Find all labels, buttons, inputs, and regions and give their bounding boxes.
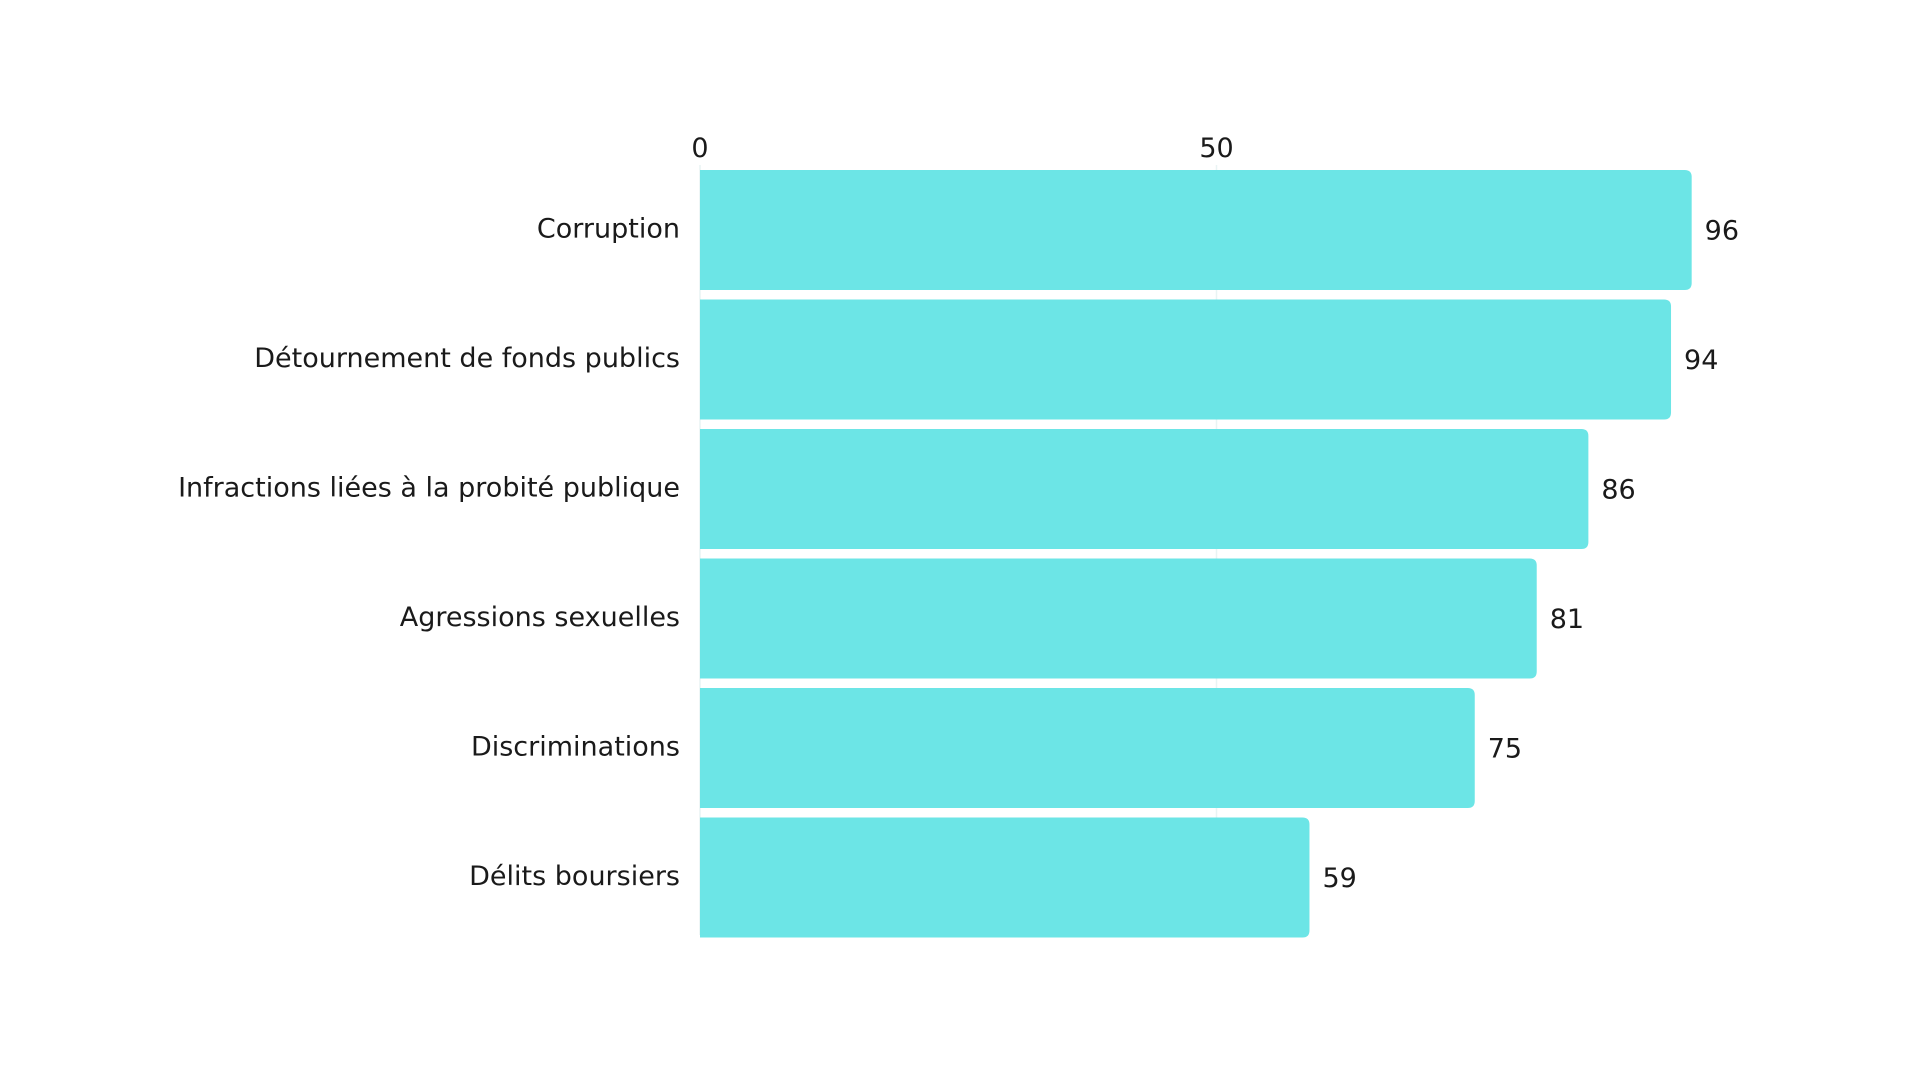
- bars-layer: [700, 170, 1692, 938]
- category-label: Discriminations: [471, 732, 680, 763]
- category-label: Corruption: [537, 214, 680, 245]
- x-axis-ticks: 0 50: [691, 133, 1233, 164]
- value-labels: 96 94 86 81 75 59: [1322, 216, 1739, 895]
- bar: [700, 299, 1672, 420]
- value-label: 59: [1322, 863, 1356, 894]
- bar: [700, 688, 1475, 808]
- category-label: Délits boursiers: [469, 861, 680, 892]
- x-tick-label: 0: [691, 133, 708, 164]
- value-label: 86: [1601, 475, 1635, 506]
- bar: [700, 817, 1310, 938]
- bar: [700, 429, 1589, 549]
- category-labels: Corruption Détournement de fonds publics I…: [178, 214, 680, 893]
- value-label: 94: [1684, 345, 1718, 376]
- category-label: Infractions liées à la probité publique: [178, 473, 680, 504]
- value-label: 81: [1550, 604, 1584, 635]
- value-label: 96: [1705, 216, 1739, 247]
- bar: [700, 170, 1692, 290]
- category-label: Agressions sexuelles: [400, 602, 680, 633]
- value-label: 75: [1488, 734, 1522, 765]
- category-label: Détournement de fonds publics: [254, 343, 680, 374]
- x-tick-label: 50: [1199, 133, 1233, 164]
- bar: [700, 558, 1537, 679]
